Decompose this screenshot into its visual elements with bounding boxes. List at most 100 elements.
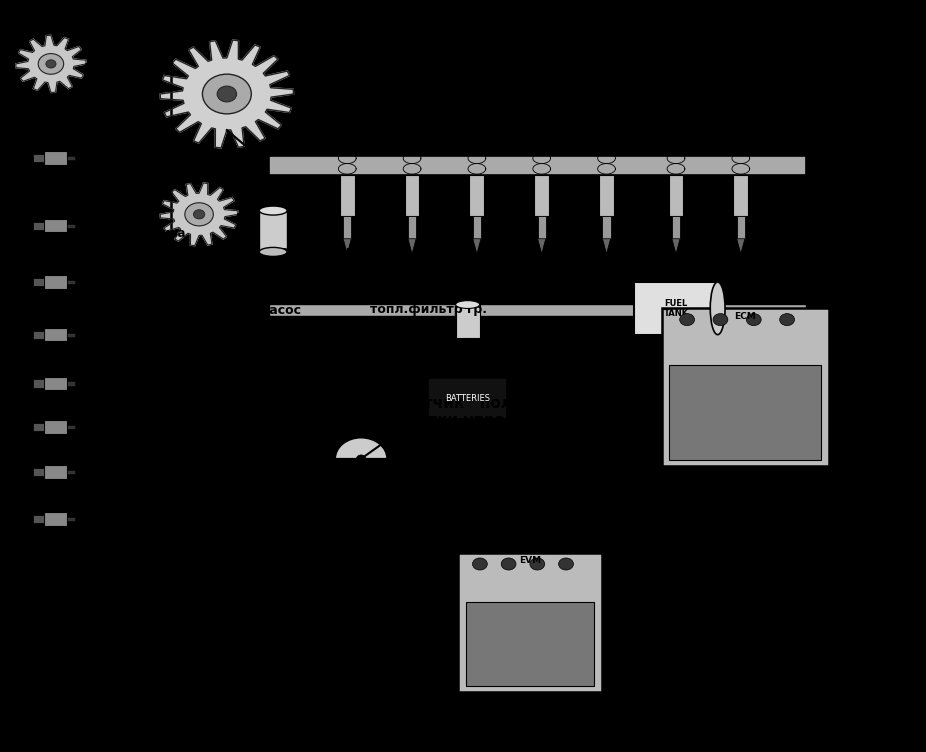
Text: FUEL
TANK: FUEL TANK: [663, 299, 689, 318]
Text: топл.фильтр гр.: топл.фильтр гр.: [370, 303, 487, 317]
Circle shape: [38, 53, 64, 74]
Text: датч. темп. надд. возд.: датч. темп. надд. возд.: [88, 377, 251, 390]
Polygon shape: [538, 239, 545, 254]
Circle shape: [217, 86, 237, 102]
Text: датчики
атмосферного. давл.: датчики атмосферного. давл.: [88, 320, 232, 349]
Circle shape: [203, 74, 251, 114]
Bar: [405, 174, 419, 217]
Bar: [534, 174, 549, 217]
Ellipse shape: [259, 247, 287, 256]
Bar: [67, 223, 74, 228]
Text: датчики полож.: датчики полож.: [19, 19, 156, 34]
Bar: [672, 217, 680, 239]
Text: ECM: ECM: [734, 312, 757, 321]
Bar: [67, 425, 74, 429]
Bar: [344, 217, 351, 239]
Polygon shape: [160, 183, 238, 246]
Text: датчики
давл. наддува: датчики давл. наддува: [88, 268, 188, 296]
Bar: [259, 211, 287, 252]
Bar: [473, 217, 481, 239]
Bar: [466, 602, 594, 686]
Bar: [44, 328, 68, 341]
Circle shape: [46, 60, 56, 68]
Bar: [456, 305, 480, 338]
Bar: [269, 156, 806, 174]
Circle shape: [558, 558, 573, 570]
Bar: [44, 219, 68, 232]
Bar: [67, 332, 74, 337]
Bar: [33, 331, 44, 338]
Bar: [67, 156, 74, 160]
Ellipse shape: [259, 206, 287, 215]
Bar: [603, 217, 610, 239]
Circle shape: [472, 558, 487, 570]
Bar: [67, 470, 74, 475]
Bar: [733, 174, 748, 217]
Circle shape: [780, 314, 795, 326]
Bar: [538, 217, 545, 239]
Bar: [340, 174, 355, 217]
Circle shape: [530, 558, 544, 570]
Bar: [458, 553, 602, 692]
Circle shape: [194, 210, 205, 219]
Text: датч. темп. атм.: датч. темп. атм.: [88, 420, 200, 434]
Polygon shape: [737, 239, 745, 254]
Circle shape: [357, 455, 366, 462]
Text: датч. темп. топлива: датч. темп. топлива: [88, 465, 226, 479]
Bar: [33, 515, 44, 523]
Bar: [33, 278, 44, 286]
Bar: [408, 217, 416, 239]
Text: EVM: EVM: [519, 556, 541, 566]
Polygon shape: [473, 239, 481, 254]
Bar: [33, 423, 44, 431]
Text: датчики
давл. топлива: датчики давл. топлива: [88, 211, 185, 240]
Bar: [44, 512, 68, 526]
Text: т\подк. насос: т\подк. насос: [204, 303, 301, 317]
Bar: [0, 703, 926, 752]
Bar: [634, 282, 718, 335]
Polygon shape: [16, 35, 86, 92]
Bar: [67, 381, 74, 386]
Ellipse shape: [456, 301, 480, 308]
Bar: [33, 154, 44, 162]
Bar: [44, 465, 68, 479]
Bar: [429, 378, 507, 420]
Bar: [79, 252, 310, 553]
Bar: [44, 377, 68, 390]
Bar: [44, 275, 68, 289]
Ellipse shape: [710, 282, 725, 335]
Circle shape: [713, 314, 728, 326]
Polygon shape: [408, 239, 416, 254]
Bar: [469, 174, 484, 217]
Bar: [662, 308, 829, 466]
Text: BATTERIES: BATTERIES: [445, 394, 490, 403]
Polygon shape: [160, 40, 294, 148]
Bar: [67, 280, 74, 284]
Bar: [269, 304, 806, 316]
Bar: [669, 365, 821, 460]
Bar: [669, 174, 683, 217]
Text: управляющий
микропроцессор: управляющий микропроцессор: [706, 478, 841, 508]
Polygon shape: [672, 239, 680, 254]
Bar: [44, 420, 68, 434]
Text: датчики
давл. масла: датчики давл. масла: [88, 144, 171, 172]
Bar: [33, 468, 44, 476]
Polygon shape: [603, 239, 610, 254]
Bar: [33, 222, 44, 229]
Bar: [33, 380, 44, 387]
Wedge shape: [335, 438, 387, 459]
Bar: [44, 151, 68, 165]
Text: датчик   полож.
рукоятки управления: датчик полож. рукоятки управления: [377, 396, 568, 428]
Polygon shape: [344, 239, 351, 254]
Circle shape: [185, 203, 213, 226]
Bar: [171, 11, 898, 342]
Circle shape: [501, 558, 516, 570]
Text: датч. темп. охлажд.: датч. темп. охлажд.: [88, 512, 229, 526]
Bar: [315, 278, 630, 556]
Bar: [599, 174, 614, 217]
Bar: [737, 217, 745, 239]
Text: топл. фильтр: топл. фильтр: [273, 245, 370, 259]
Bar: [67, 517, 74, 521]
Circle shape: [680, 314, 694, 326]
Circle shape: [746, 314, 761, 326]
